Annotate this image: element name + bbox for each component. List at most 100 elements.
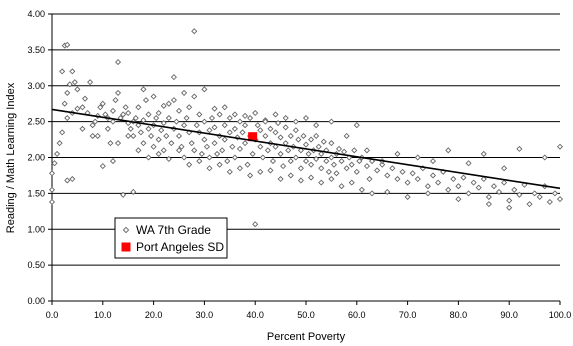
data-point — [226, 115, 233, 122]
legend-label-wa: WA 7th Grade — [136, 223, 211, 237]
data-point — [64, 115, 71, 122]
data-point — [140, 117, 147, 124]
data-point — [297, 165, 304, 172]
data-point — [201, 118, 208, 125]
data-point — [79, 125, 86, 132]
data-point — [236, 145, 243, 152]
data-point — [465, 160, 472, 167]
data-point — [363, 147, 370, 154]
data-point — [107, 140, 114, 147]
data-point — [79, 104, 86, 111]
data-point — [206, 127, 213, 134]
data-point — [193, 122, 200, 129]
data-point — [429, 158, 437, 165]
data-point — [160, 120, 167, 127]
data-point — [206, 165, 213, 172]
data-point — [429, 172, 437, 179]
y-tick-label: 2.50 — [27, 117, 45, 127]
data-point — [455, 196, 462, 203]
data-point — [231, 125, 238, 132]
data-point — [287, 158, 294, 165]
data-point — [181, 89, 188, 96]
data-point — [404, 179, 411, 186]
data-point — [366, 175, 373, 183]
data-point — [130, 132, 137, 140]
data-point — [226, 168, 233, 175]
data-point — [115, 89, 122, 96]
y-axis-title: Reading / Math Learning Index — [5, 82, 17, 233]
data-point — [48, 170, 56, 177]
y-tick-label: 3.00 — [27, 81, 45, 91]
x-tick-label: 100.0 — [549, 310, 572, 320]
x-tick-label: 50.0 — [297, 310, 315, 320]
data-point — [445, 147, 452, 154]
legend-box — [114, 217, 228, 259]
data-point — [155, 150, 162, 157]
data-point — [343, 165, 350, 172]
data-point — [175, 132, 183, 140]
y-tick-label: 4.00 — [27, 9, 45, 19]
data-point — [196, 158, 203, 165]
data-point — [201, 86, 208, 93]
data-point — [300, 132, 307, 140]
data-point — [94, 132, 101, 140]
data-point — [224, 158, 231, 165]
data-point — [198, 150, 205, 157]
data-point — [191, 93, 198, 100]
data-point — [148, 132, 155, 140]
data-point — [125, 132, 132, 140]
data-point — [485, 193, 492, 200]
data-point — [308, 136, 315, 143]
x-tick-label: 40.0 — [246, 310, 264, 320]
data-point — [102, 111, 109, 118]
data-point — [89, 122, 96, 129]
x-tick-label: 10.0 — [94, 310, 112, 320]
data-point — [188, 140, 195, 147]
data-point — [54, 150, 61, 157]
data-point — [267, 167, 274, 174]
data-point — [155, 136, 162, 143]
data-point — [137, 129, 144, 136]
data-point — [244, 161, 251, 168]
legend-marker-port-angeles — [121, 242, 131, 252]
data-point — [145, 154, 152, 161]
data-point — [341, 148, 348, 155]
data-point — [302, 115, 310, 122]
data-point — [414, 154, 421, 161]
data-point — [158, 127, 165, 134]
data-point — [536, 193, 543, 200]
data-point — [247, 172, 254, 179]
data-point — [308, 161, 315, 168]
data-point — [208, 115, 216, 122]
x-tick-label: 20.0 — [145, 310, 163, 320]
x-tick-label: 60.0 — [348, 310, 366, 320]
data-point — [302, 158, 310, 165]
data-point — [186, 161, 193, 168]
data-point — [445, 186, 452, 193]
data-point — [181, 122, 188, 129]
data-point — [272, 143, 279, 150]
data-point — [64, 89, 71, 96]
data-points — [48, 28, 564, 228]
data-point — [465, 190, 472, 197]
y-tick-label: 1.00 — [27, 224, 45, 234]
y-tick-labels: 0.00 0.50 1.00 1.50 2.00 2.50 3.00 3.50 4.00 — [27, 9, 45, 306]
data-point — [343, 132, 350, 140]
data-point — [64, 41, 71, 48]
grid-lines — [48, 13, 561, 305]
data-point — [404, 193, 411, 200]
data-point — [292, 127, 299, 134]
data-point — [109, 107, 116, 114]
legend-marker-wa — [122, 226, 130, 234]
data-point — [242, 140, 249, 147]
data-point — [409, 170, 416, 177]
data-point — [328, 118, 335, 125]
data-point — [201, 136, 208, 143]
data-point — [460, 174, 467, 181]
data-point — [455, 183, 462, 190]
data-point — [153, 115, 160, 122]
x-tick-label: 30.0 — [196, 310, 214, 320]
data-point — [216, 161, 223, 168]
data-point — [346, 154, 353, 161]
